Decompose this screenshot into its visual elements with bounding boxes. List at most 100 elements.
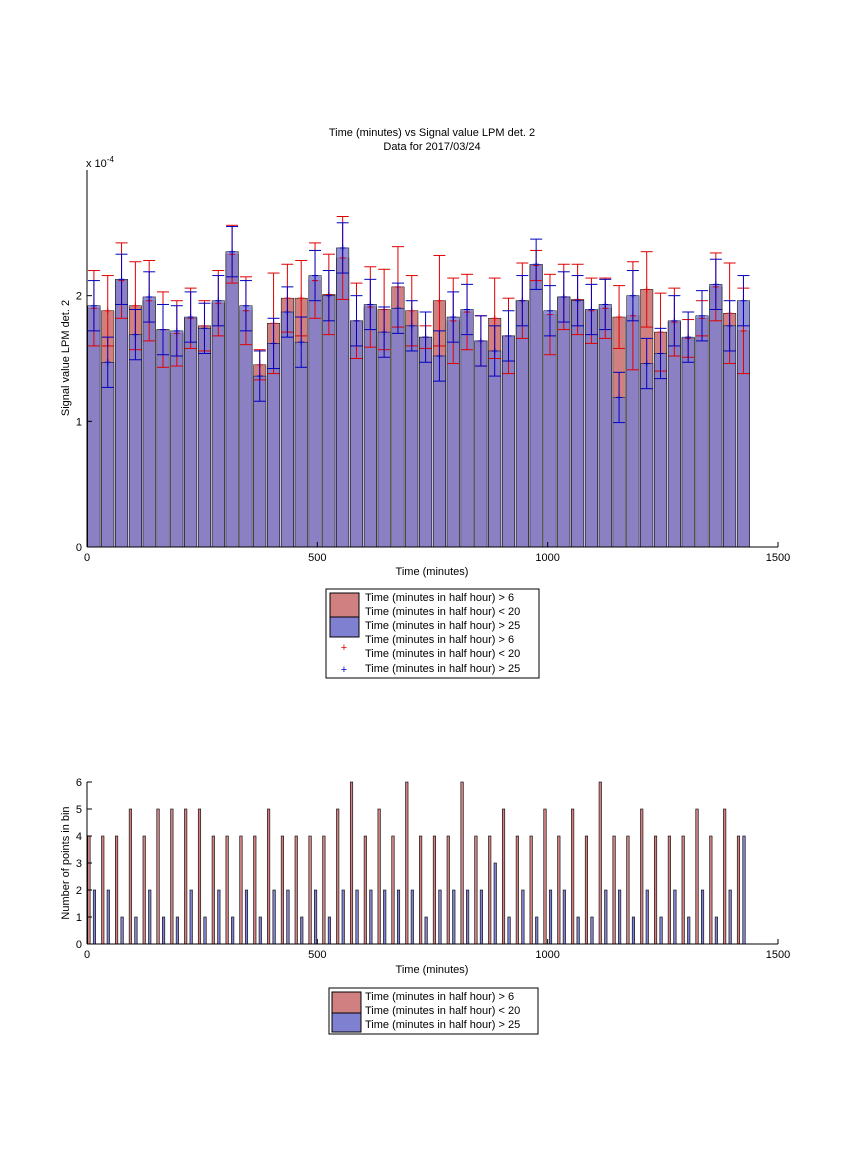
count-y-tick-label: 3 xyxy=(76,858,82,870)
signal-x-tick-label: 1500 xyxy=(766,552,790,564)
signal-bar-s2-12 xyxy=(253,375,267,548)
legend-label-group1-a: Time (minutes in half hour) > 6 xyxy=(365,592,514,604)
count-bar-s1-11 xyxy=(239,835,243,945)
count-bar-s1-42 xyxy=(667,835,671,945)
count-bar-s2-30 xyxy=(507,916,511,945)
count-bar-s2-0 xyxy=(92,889,97,945)
error-bar-s2-43 xyxy=(682,311,695,363)
count-bar-s2-10 xyxy=(231,916,235,945)
count-bar-s2-38 xyxy=(618,889,622,945)
count-bar-s1-33 xyxy=(543,808,547,945)
y-exponent-label: x 10-4 xyxy=(86,155,114,170)
error-bar-s2-6 xyxy=(170,305,183,357)
error-bar-s2-26 xyxy=(447,291,460,343)
count-bar-s1-28 xyxy=(474,835,478,945)
legend-marker-label-group1-b: Time (minutes in half hour) < 20 xyxy=(365,648,520,660)
count-bar-s1-32 xyxy=(529,835,533,945)
count-bar-s2-18 xyxy=(341,889,345,945)
signal-y-label: Signal value LPM det. 2 xyxy=(60,300,72,416)
count-bar-s2-28 xyxy=(479,889,483,945)
count-y-tick-label: 4 xyxy=(76,831,82,843)
count-bar-s1-24 xyxy=(419,835,423,945)
error-bar-s2-28 xyxy=(474,315,487,367)
error-bar-s2-14 xyxy=(281,286,294,338)
signal-bar-s2-24 xyxy=(419,336,433,548)
count-legend: Time (minutes in half hour) > 6 Time (mi… xyxy=(328,987,539,1035)
count-bar-s1-12 xyxy=(253,835,257,945)
count-bar-s1-31 xyxy=(515,835,519,945)
error-bar-s2-10 xyxy=(226,226,239,278)
count-bar-s2-36 xyxy=(590,916,594,945)
error-bar-s2-4 xyxy=(143,271,156,323)
count-bar-s1-30 xyxy=(501,808,506,945)
count-chart: 0 500 1000 1500 0 1 2 3 4 5 6 Time (minutes) Numbe… xyxy=(60,777,790,1035)
count-bar-s1-29 xyxy=(488,835,492,945)
count-bar-s1-4 xyxy=(142,835,146,945)
count-bar-s1-44 xyxy=(695,808,699,945)
error-bar-s2-46 xyxy=(723,300,736,352)
signal-bar-s2-10 xyxy=(225,251,239,548)
error-bar-s2-23 xyxy=(405,300,418,352)
count-legend-swatch-group1 xyxy=(331,991,362,1015)
count-bar-s2-12 xyxy=(258,916,262,945)
count-bar-s2-31 xyxy=(521,889,525,945)
error-bar-s2-44 xyxy=(695,290,708,342)
signal-legend: Time (minutes in half hour) > 6 Time (mi… xyxy=(325,588,540,679)
error-bar-s2-35 xyxy=(571,275,584,327)
signal-chart: Time (minutes) vs Signal value LPM det. … xyxy=(60,127,790,679)
count-bar-s1-45 xyxy=(709,835,713,945)
signal-bar-s2-43 xyxy=(681,336,695,548)
signal-y-tick-label: 1 xyxy=(76,416,82,428)
count-bar-s2-40 xyxy=(645,889,649,945)
signal-bar-s2-36 xyxy=(584,309,598,548)
count-bar-s2-6 xyxy=(175,916,179,945)
error-bar-s2-34 xyxy=(557,271,570,323)
signal-bar-s2-41 xyxy=(654,353,667,548)
error-bar-s2-20 xyxy=(364,278,377,331)
count-bar-s2-44 xyxy=(700,889,705,945)
error-bar-s2-38 xyxy=(613,371,626,424)
count-bar-s2-22 xyxy=(396,889,401,945)
count-bar-s1-20 xyxy=(363,835,367,945)
count-bar-s1-3 xyxy=(128,808,132,945)
count-bar-s1-8 xyxy=(197,808,202,945)
chart-subtitle: Data for 2017/03/24 xyxy=(383,141,480,153)
signal-bar-s2-25 xyxy=(432,355,446,548)
count-bar-s2-7 xyxy=(189,889,193,945)
count-bar-s1-35 xyxy=(571,808,575,945)
error-bar-s2-33 xyxy=(543,285,556,337)
count-y-tick-label: 6 xyxy=(76,777,82,789)
count-bar-s2-46 xyxy=(728,889,732,945)
count-bar-s2-3 xyxy=(134,916,138,945)
signal-bar-s2-8 xyxy=(198,328,211,548)
signal-bar-s2-37 xyxy=(598,304,612,548)
count-bar-s2-33 xyxy=(548,889,553,945)
signal-y-tick-label: 0 xyxy=(76,542,82,554)
signal-bar-s2-15 xyxy=(294,341,308,548)
error-bar-s2-40 xyxy=(640,337,653,390)
count-legend-label-group1-a: Time (minutes in half hour) > 6 xyxy=(365,991,514,1003)
signal-x-label: Time (minutes) xyxy=(396,566,469,578)
error-bar-s2-24 xyxy=(419,311,432,363)
legend-swatch-group2 xyxy=(329,616,360,638)
signal-bar-s2-2 xyxy=(115,279,129,548)
count-bar-s2-43 xyxy=(687,916,691,945)
count-bar-s2-25 xyxy=(438,889,442,945)
count-x-tick-label: 0 xyxy=(84,949,90,961)
signal-y-tick-label: 2 xyxy=(76,291,82,303)
count-bar-s2-37 xyxy=(604,889,608,945)
count-bar-s2-41 xyxy=(659,916,663,945)
signal-bar-s2-44 xyxy=(695,315,709,548)
error-bar-s2-7 xyxy=(184,291,197,343)
count-bar-s1-27 xyxy=(460,781,464,945)
count-bar-s2-35 xyxy=(576,916,580,945)
error-bar-s2-32 xyxy=(530,238,543,290)
error-bar-s2-22 xyxy=(391,282,404,334)
count-bar-s1-7 xyxy=(184,808,188,945)
count-bar-s1-5 xyxy=(156,808,160,945)
legend-label-group1-b: Time (minutes in half hour) < 20 xyxy=(365,606,520,618)
count-bar-s1-26 xyxy=(446,835,450,945)
count-bar-s2-39 xyxy=(631,916,635,945)
count-bar-s2-1 xyxy=(106,889,110,945)
